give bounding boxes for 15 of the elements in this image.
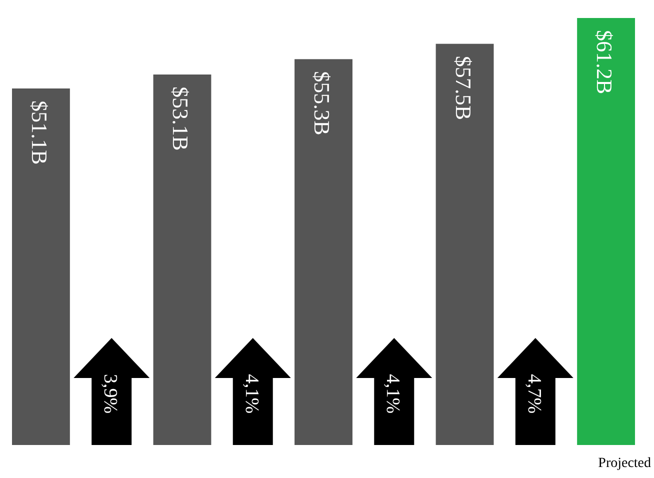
- annotation: 3,9%: [100, 374, 121, 414]
- data-label: $55.3B: [310, 71, 334, 136]
- data-label: $57.5B: [450, 56, 476, 120]
- bar: [436, 44, 494, 445]
- bar: [577, 18, 635, 445]
- annotation: 4,7%: [523, 374, 544, 414]
- data-label: $61.2B: [592, 30, 618, 94]
- data-label: $51.1B: [26, 100, 52, 165]
- bar: [294, 59, 352, 445]
- data-label: $53.1B: [168, 86, 194, 151]
- x-tick-label: Projected: [598, 456, 652, 471]
- bar: [153, 74, 212, 445]
- annotation: 4,1%: [382, 374, 404, 414]
- annotation: 4,1%: [240, 374, 262, 414]
- bar: [12, 88, 70, 445]
